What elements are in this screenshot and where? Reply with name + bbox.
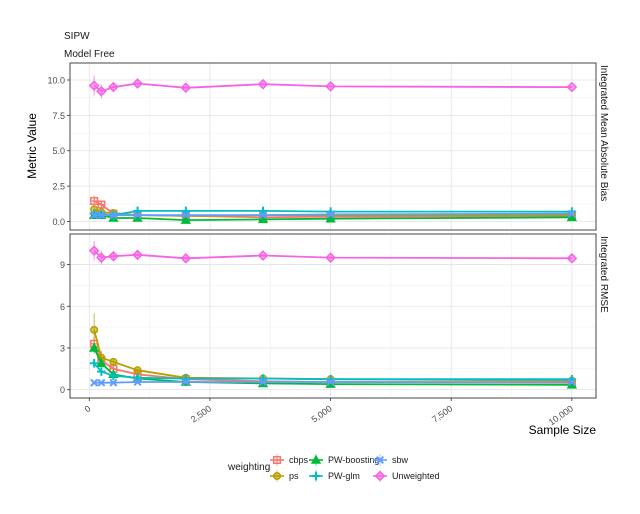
legend-title: weighting	[227, 462, 270, 473]
legend-label: cbps	[289, 455, 309, 465]
data-point	[88, 342, 100, 352]
data-point	[97, 367, 106, 376]
data-point	[259, 211, 268, 220]
data-point	[181, 211, 190, 220]
series-sbw	[90, 209, 576, 220]
data-point	[108, 250, 119, 262]
legend-label: sbw	[392, 455, 409, 465]
facet-label: Integrated Mean Absolute Bias	[598, 65, 609, 201]
data-point	[133, 378, 142, 387]
data-point	[259, 378, 268, 387]
data-point	[132, 78, 143, 89]
data-point	[96, 252, 107, 263]
x-axis-label: Sample Size	[529, 423, 597, 437]
panel-background	[70, 63, 596, 230]
legend-label: PW-glm	[328, 471, 360, 481]
data-point	[257, 214, 269, 224]
data-point	[109, 357, 118, 366]
data-point	[90, 325, 99, 334]
data-point	[180, 214, 191, 224]
data-point	[180, 252, 192, 264]
y-axis-label: Metric Value	[25, 113, 39, 179]
data-point	[109, 378, 118, 387]
data-point	[325, 252, 336, 263]
data-point	[96, 85, 107, 97]
legend-key-triangle	[310, 454, 322, 464]
data-point	[89, 209, 99, 219]
y-tick-label: 5.0	[52, 146, 65, 156]
legend-item-unweighted: Unweighted	[373, 470, 440, 482]
data-point	[97, 211, 106, 220]
data-point	[567, 378, 576, 387]
legend-item-cbps: cbps	[270, 454, 309, 466]
series-unweighted	[88, 240, 578, 265]
facet-label: Integrated RMSE	[598, 236, 609, 313]
legend-label: PW-boosting	[328, 455, 379, 465]
facet-strip	[597, 234, 612, 398]
legend-key-circle	[272, 471, 282, 481]
panel-border	[69, 62, 597, 231]
legend-key-x	[375, 455, 385, 465]
panel-border	[69, 233, 597, 399]
data-point	[90, 211, 99, 220]
data-point	[89, 358, 99, 368]
data-point	[257, 78, 269, 90]
series-unweighted	[88, 75, 578, 99]
data-point	[566, 252, 578, 264]
series-sbw	[90, 378, 576, 387]
data-point	[133, 211, 142, 220]
strip-label-model: Model Free	[64, 49, 115, 60]
data-point	[108, 81, 119, 93]
y-tick-label: 9	[60, 260, 65, 270]
legend-item-ps: ps	[270, 470, 299, 482]
legend-key-diamond	[374, 470, 386, 482]
y-tick-label: 3	[60, 343, 65, 353]
data-point	[96, 357, 107, 368]
data-point	[133, 366, 142, 375]
data-point	[97, 378, 106, 387]
chart-panels: 0.0 2.5 5.0 7.5 10.0 Integrated Mean Absolute…	[47, 62, 612, 399]
data-point	[132, 249, 143, 261]
legend-item-pw-boosting: PW-boosting	[309, 454, 379, 466]
data-point	[109, 371, 118, 381]
y-tick-label: 2.5	[52, 182, 65, 192]
series-line	[94, 381, 572, 384]
data-point	[325, 80, 336, 92]
data-point	[97, 200, 106, 209]
strip-label-method: SIPW	[64, 31, 90, 42]
y-tick-label: 10.0	[47, 75, 65, 85]
legend-item-pw-glm: PW-glm	[309, 470, 360, 482]
legend-label: ps	[289, 471, 299, 481]
data-point	[90, 378, 99, 387]
legend-item-sbw: sbw	[373, 454, 409, 466]
data-point	[566, 81, 578, 93]
data-point	[325, 213, 336, 223]
panel-1: 0.0 2.5 5.0 7.5 10.0 Integrated Mean Absolute…	[47, 62, 612, 231]
data-point	[109, 211, 118, 220]
data-point	[180, 82, 192, 94]
legend-label: Unweighted	[392, 471, 440, 481]
y-tick-label: 6	[60, 302, 65, 312]
data-point	[257, 250, 269, 261]
panel-background	[70, 234, 596, 398]
data-point	[181, 378, 190, 387]
data-point	[326, 378, 335, 387]
legend-key-square-cross	[272, 455, 282, 465]
y-tick-label: 0	[60, 385, 65, 395]
x-tick-label: 0	[83, 403, 93, 414]
panel-2: 0 3 6 9 Integrated RMSE	[60, 233, 612, 399]
data-point	[567, 209, 576, 218]
data-point	[88, 245, 100, 257]
legend: weighting cbps ps PW-boosting PW-glm sbw Unwe…	[227, 454, 440, 482]
facet-strip	[597, 63, 612, 230]
y-tick-label: 0.0	[52, 217, 65, 227]
series-line	[94, 212, 572, 216]
legend-key-plus	[311, 471, 321, 481]
y-tick-label: 7.5	[52, 111, 65, 121]
data-point	[88, 80, 100, 92]
data-point	[326, 210, 335, 219]
